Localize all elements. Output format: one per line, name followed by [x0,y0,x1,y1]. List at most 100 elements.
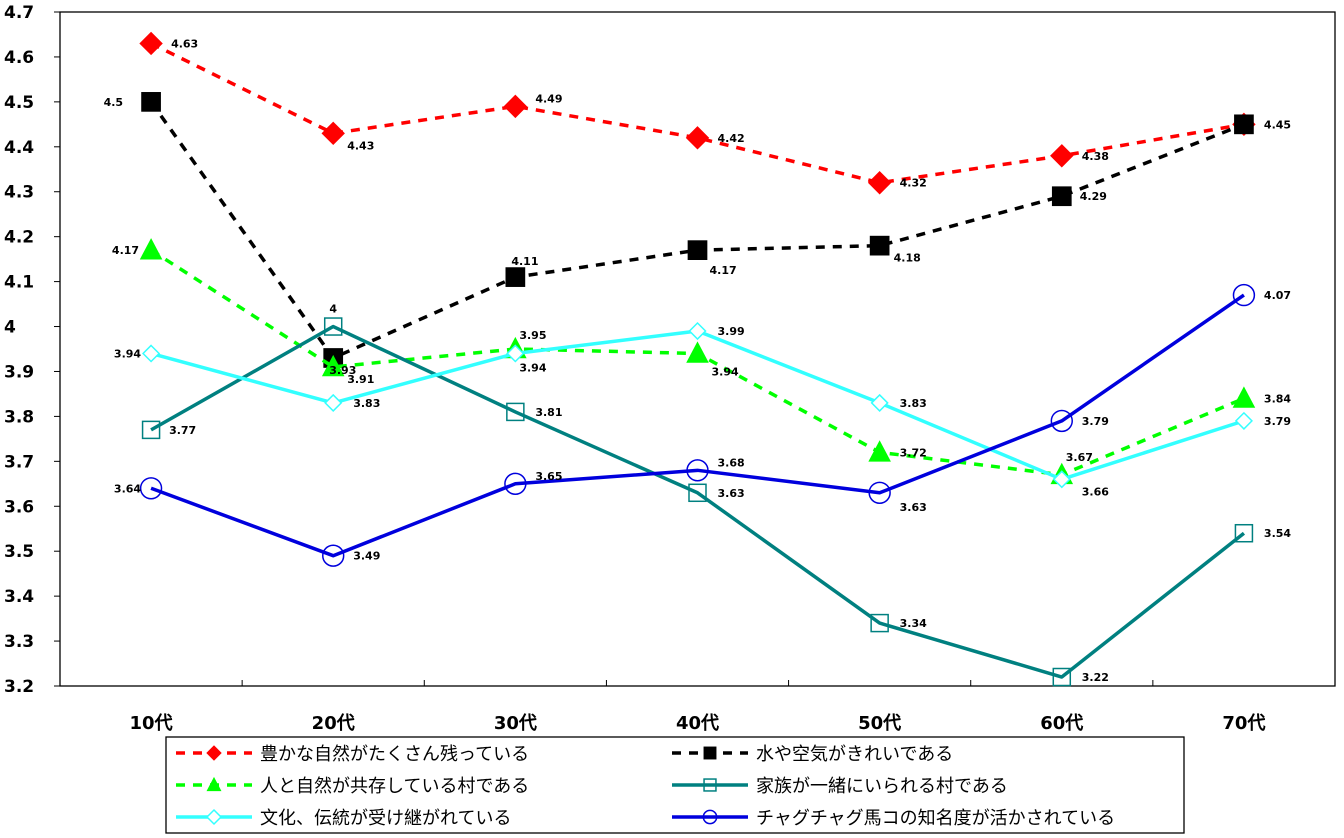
y-axis-ticks: 3.2 3.3 3.4 3.5 3.6 3.7 3.8 3.9 4 4.1 4.2 4.3 4.4 4.5… [4,3,60,697]
data-label: 4.42 [718,132,745,145]
data-label: 3.66 [1082,485,1109,498]
legend-entry: 文化、伝統が受け継がれている [176,808,511,829]
data-point [503,94,528,119]
data-label: 3.83 [900,397,927,410]
data-label: 4.32 [900,177,927,190]
data-point [867,171,892,195]
data-point [141,420,161,440]
data-label: 3.72 [900,446,927,459]
data-point [142,344,161,363]
y-tick-label: 3.3 [4,632,34,652]
data-point [870,613,889,633]
legend-marker [206,776,222,792]
data-label: 4.17 [710,264,737,277]
data-label: 4.17 [112,244,139,257]
data-label: 4.07 [1264,289,1291,302]
data-point [688,321,707,341]
data-label: 3.63 [718,487,745,500]
data-label: 4.43 [347,139,374,152]
data-point [506,402,525,422]
data-point [504,472,527,495]
data-label: 4.38 [1082,150,1109,163]
data-label: 3.93 [329,364,356,377]
legend-label: 文化、伝統が受け継がれている [260,808,511,829]
data-point [139,477,163,500]
x-tick-label: 20代 [312,713,355,734]
data-label: 4.11 [511,255,538,268]
data-point [1234,411,1253,430]
data-point [321,121,345,146]
y-tick-label: 4.3 [4,183,34,203]
y-tick-label: 4.2 [4,228,34,248]
y-tick-label: 4.4 [4,138,34,158]
data-point [868,440,891,462]
plot-frame [59,11,1336,687]
data-point [1052,470,1071,489]
x-axis-ticks: 10代 20代 30代 40代 50代 60代 70代 [130,680,1265,734]
y-tick-label: 3.9 [4,362,34,382]
data-label: 4.18 [894,252,921,265]
data-label: 3.79 [1082,415,1109,428]
legend-entry: 人と自然が共存している村である [176,776,529,797]
series-4 [141,317,1254,687]
data-label: 4 [329,303,337,316]
data-label: 3.83 [353,397,380,410]
data-point [505,267,526,287]
legend-marker [205,808,223,826]
legend-label: 豊かな自然がたくさん残っている [260,744,529,765]
data-label: 4.29 [1080,190,1107,203]
data-point [868,481,891,504]
data-label: 3.54 [1264,527,1291,540]
data-point [686,459,709,482]
y-tick-label: 4.7 [4,3,34,23]
legend-entry: 家族が一緒にいられる村である [672,776,1008,797]
data-label: 3.79 [1264,415,1291,428]
data-point [870,393,889,412]
series-line [150,324,1246,679]
data-point [687,240,708,260]
data-point [324,393,343,412]
legend-label: 家族が一緒にいられる村である [756,776,1008,797]
legend-entry: チャグチャグ馬コの知名度が活かされている [672,808,1115,829]
legend: 豊かな自然がたくさん残っている 水や空気がきれいである人と自然が共存している村であ… [165,736,1185,834]
y-tick-label: 3.2 [4,677,34,697]
y-tick-label: 3.4 [4,587,34,607]
data-label: 3.91 [347,373,374,386]
data-label: 3.77 [169,424,196,437]
legend-marker [206,745,222,761]
data-point [869,235,890,256]
data-label: 3.67 [1066,451,1093,464]
data-point [1232,283,1256,307]
series-3 [139,238,1256,485]
data-point [1052,667,1072,687]
x-tick-label: 40代 [676,713,719,734]
x-tick-label: 50代 [858,713,901,734]
data-label: 3.94 [519,361,546,374]
legend-marker [703,746,717,760]
data-point [323,317,343,336]
y-tick-label: 3.6 [4,497,34,517]
data-label: 3.63 [900,501,927,514]
data-point [685,126,710,150]
series-line [150,41,1245,185]
data-labels: 4.63 4.43 4.49 4.42 4.32 4.38 4.45 4.5 3.93 4.11 4… [104,37,1292,684]
x-tick-label: 70代 [1222,713,1265,734]
data-label: 4.5 [104,96,124,109]
data-label: 3.34 [900,617,927,630]
y-tick-label: 3.8 [4,407,34,427]
data-label: 3.65 [535,470,562,483]
x-tick-label: 10代 [130,713,173,734]
data-point [1050,409,1073,433]
data-label: 3.64 [114,482,141,495]
x-tick-label: 30代 [494,713,537,734]
series-1 [139,31,1256,195]
y-tick-label: 4 [4,318,16,338]
data-label: 3.94 [712,365,739,378]
data-label: 3.68 [718,456,745,469]
data-label: 3.94 [114,347,141,360]
data-label: 3.22 [1082,671,1109,684]
data-label: 3.99 [718,325,745,338]
data-label: 3.49 [353,550,380,563]
data-point [688,483,707,503]
legend-label: 人と自然が共存している村である [260,776,529,797]
